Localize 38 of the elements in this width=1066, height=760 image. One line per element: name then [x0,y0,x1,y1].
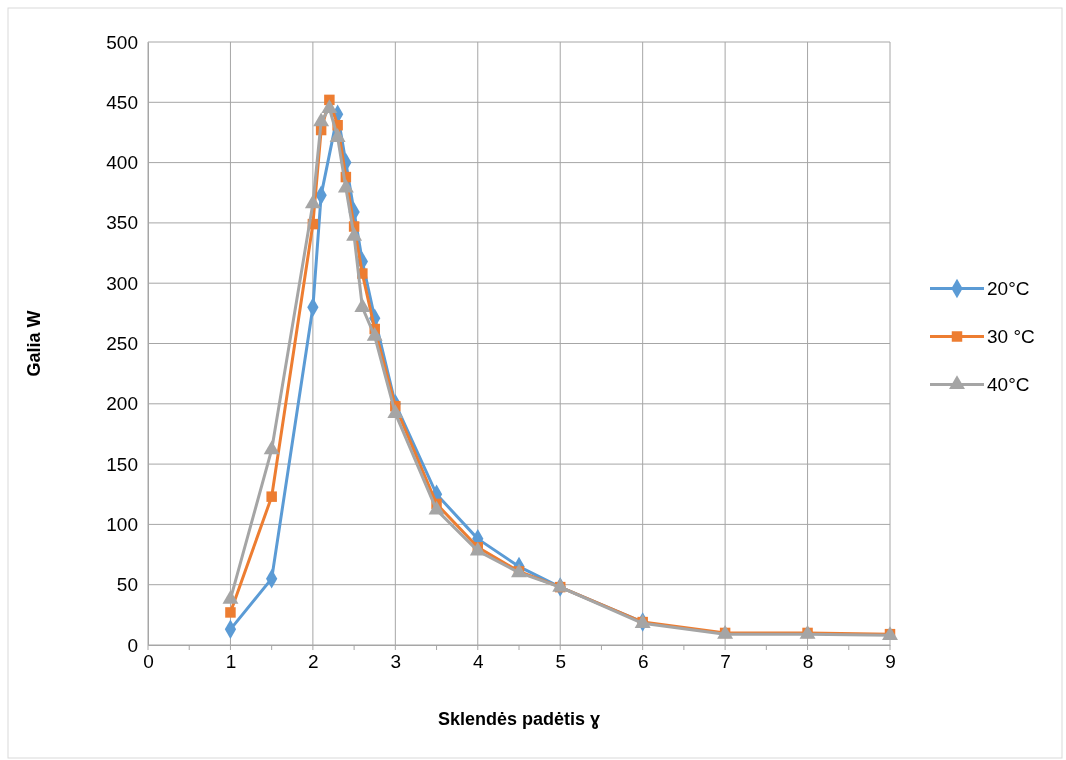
x-tick-label: 4 [472,651,484,673]
x-tick-label: 6 [637,651,649,673]
x-axis-title: Sklendės padėtis ɣ [437,709,601,729]
y-tick-label: 50 [116,574,138,596]
point [387,404,404,419]
y-tick-label: 200 [106,393,138,415]
y-tick-label: 450 [106,91,138,113]
point [225,607,236,618]
legend-label: 20°C [987,278,1030,300]
point [266,491,277,502]
legend-label: 30 °C [987,326,1035,348]
point [263,440,280,455]
x-tick-label: 0 [143,651,154,673]
y-tick-label: 350 [106,212,138,234]
point [366,327,383,341]
point [337,178,354,193]
y-tick-label: 500 [106,31,138,53]
x-tick-label: 2 [308,651,319,673]
point [354,298,371,312]
point [304,194,321,209]
point [329,128,346,142]
point [313,112,330,127]
x-tick-label: 3 [390,651,402,673]
point [321,99,338,113]
x-tick-label: 5 [555,651,567,673]
y-tick-label: 0 [127,634,138,656]
x-tick-label: 8 [802,651,814,673]
x-tick-label: 7 [720,651,731,673]
y-tick-label: 400 [106,152,138,174]
x-tick-label: 9 [885,651,896,673]
y-axis-title: Galia W [24,310,44,377]
x-tick-label: 1 [225,651,237,673]
y-tick-label: 300 [106,272,138,294]
y-tick-label: 250 [106,333,138,355]
legend-label: 40°C [987,374,1030,396]
y-tick-label: 150 [106,453,138,475]
point [346,226,363,241]
y-tick-label: 100 [106,513,138,535]
